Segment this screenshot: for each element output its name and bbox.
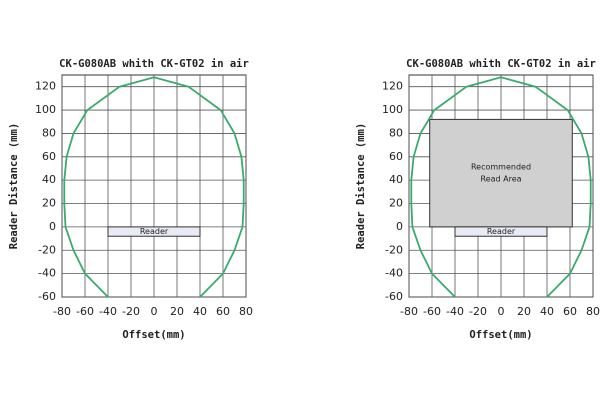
curve [410,76,592,298]
x-tick-label: 60 [216,305,230,318]
y-axis-label: Reader Distance (mm) [355,123,367,249]
y-tick-label: 40 [389,173,403,186]
x-tick-label: -80 [400,305,418,318]
x-tick-label: -80 [53,305,71,318]
x-tick-label: 40 [193,305,207,318]
x-tick-label: 0 [498,305,505,318]
x-tick-label: 20 [170,305,184,318]
y-tick-label: 40 [42,173,56,186]
y-tick-label: -40 [38,267,56,280]
annotation-label: Read Area [480,175,521,184]
x-tick-label: -20 [122,305,140,318]
y-tick-label: -20 [385,243,403,256]
x-tick-label: 40 [540,305,554,318]
x-tick-label: 80 [586,305,600,318]
x-tick-label: -60 [423,305,441,318]
y-tick-label: 0 [396,220,403,233]
annotation-label: Recommended [471,163,531,172]
annotation-label: Reader [140,227,169,236]
annotation-box [107,226,201,237]
y-axis-label: Reader Distance (mm) [8,123,20,249]
y-tick-label: 100 [382,103,403,116]
curve [63,76,245,298]
y-tick-label: 60 [389,150,403,163]
annotation-label: Reader [487,227,516,236]
x-tick-label: 0 [151,305,158,318]
x-tick-label: 20 [517,305,531,318]
y-tick-label: 120 [35,80,56,93]
x-axis-label: Offset(mm) [469,329,532,341]
y-tick-label: 60 [42,150,56,163]
y-tick-label: 0 [49,220,56,233]
x-axis-label: Offset(mm) [122,329,185,341]
x-tick-label: -20 [469,305,487,318]
y-tick-label: -60 [38,290,56,303]
y-tick-label: 20 [42,197,56,210]
x-tick-label: -40 [446,305,464,318]
annotation-box [429,118,573,228]
y-tick-label: 120 [382,80,403,93]
chart-title: CK-G080AB whith CK-GT02 in air [59,58,249,70]
y-tick-label: 100 [35,103,56,116]
y-tick-label: -20 [38,243,56,256]
x-tick-label: -60 [76,305,94,318]
x-tick-label: 80 [239,305,253,318]
annotation-box [454,226,548,237]
x-tick-label: -40 [99,305,117,318]
y-tick-label: 80 [389,126,403,139]
x-tick-label: 60 [563,305,577,318]
chart-title: CK-G080AB whith CK-GT02 in air [406,58,596,70]
y-tick-label: 20 [389,197,403,210]
y-tick-label: -60 [385,290,403,303]
y-tick-label: -40 [385,267,403,280]
y-tick-label: 80 [42,126,56,139]
